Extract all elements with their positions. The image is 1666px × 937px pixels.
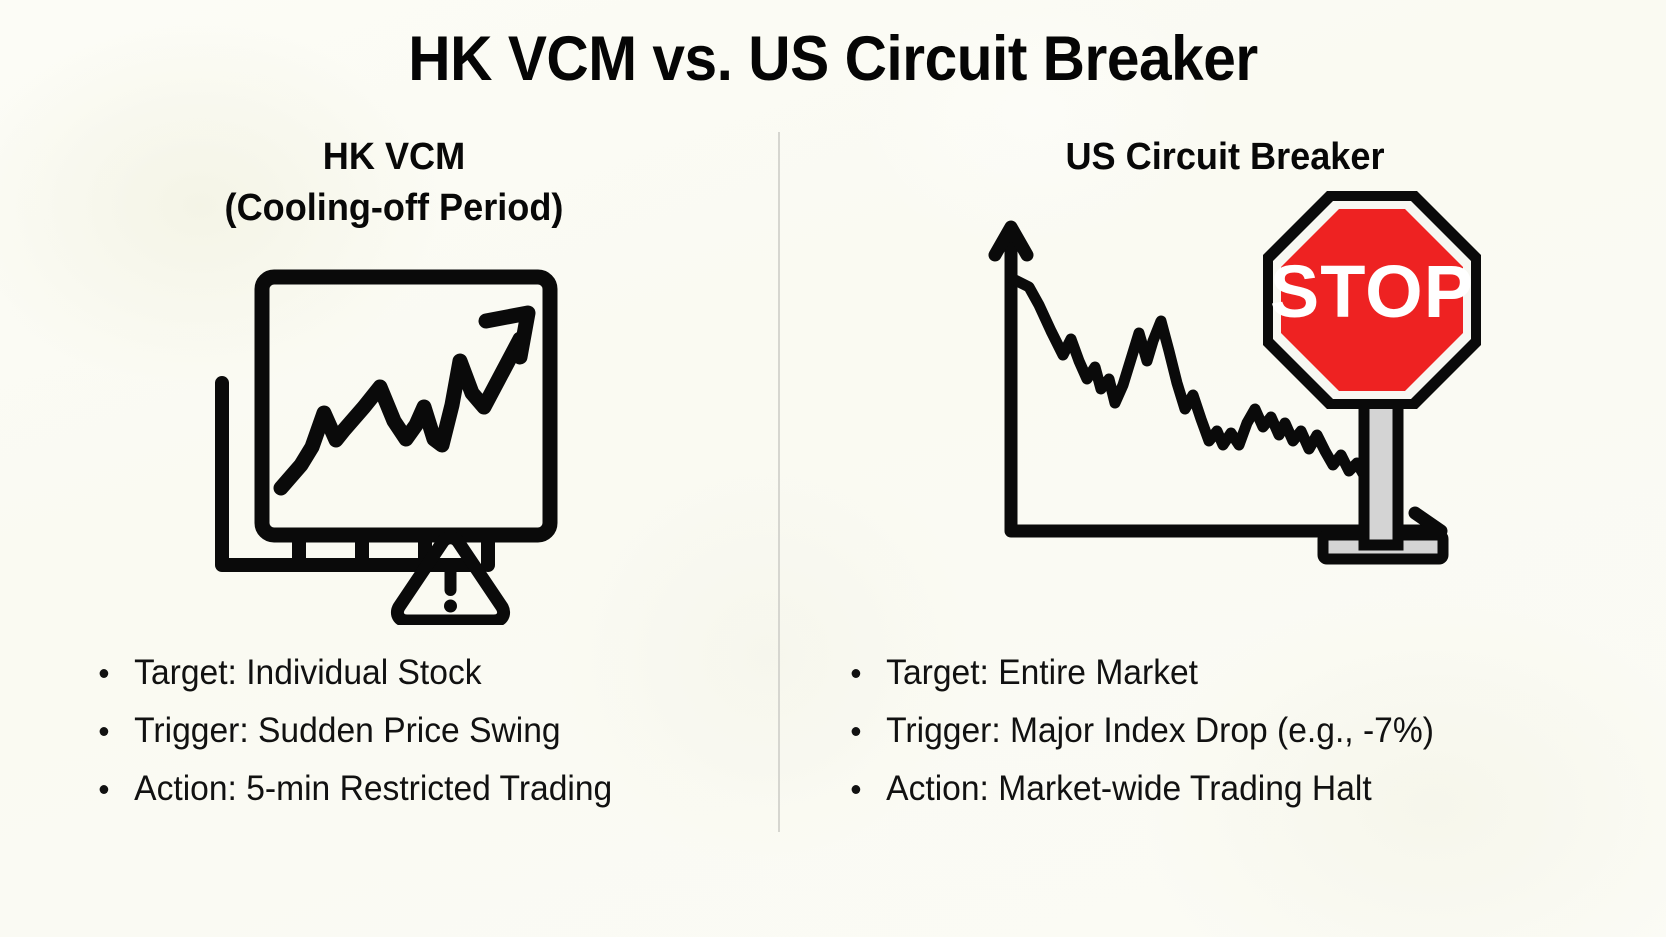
illustration-rising-stock-chart-with-warning [18,235,770,635]
list-item: Target: Entire Market [842,644,1610,702]
trend-arrow-head [478,305,536,365]
bullet-dot-icon [851,785,861,794]
stop-sign-label: STOP [1270,250,1474,333]
illustration-falling-market-chart-with-stop-sign: STOP [800,183,1650,583]
stop-sign: STOP [1263,191,1481,410]
warning-triangle-icon [390,530,511,625]
bullet-dot-icon [99,669,109,678]
bullet-dot-icon [99,727,109,736]
bullet-list-hk-vcm: Target: Individual Stock Trigger: Sudden… [90,644,750,818]
column-divider [778,132,780,832]
column-heading-line2: (Cooling-off Period) [224,187,564,230]
chart-axes [1004,228,1442,538]
y-axis-arrow-icon [988,220,1034,262]
list-item: Trigger: Sudden Price Swing [90,702,724,760]
column-heading-hk-vcm: HK VCM (Cooling-off Period) [37,132,751,235]
declining-trend-line [1007,273,1403,495]
bullet-text: Action: Market-wide Trading Halt [886,769,1372,808]
bullet-text: Target: Entire Market [886,653,1199,692]
bullet-list-us-circuit-breaker: Target: Entire Market Trigger: Major Ind… [842,644,1642,818]
bullet-dot-icon [851,669,861,678]
stop-sign-face [1281,209,1463,392]
list-item: Trigger: Major Index Drop (e.g., -7%) [842,702,1610,760]
bullet-text: Target: Individual Stock [134,653,482,692]
column-heading-us-circuit-breaker: US Circuit Breaker [821,132,1629,183]
column-heading-line1: HK VCM [322,136,466,178]
column-us-circuit-breaker: US Circuit Breaker [800,132,1650,852]
bullet-text: Trigger: Major Index Drop (e.g., -7%) [886,711,1434,750]
list-item: Action: 5-min Restricted Trading [90,760,724,818]
bullet-dot-icon [851,727,861,736]
rising-trend-line [273,331,528,496]
bullet-text: Action: 5-min Restricted Trading [134,769,613,808]
chart-frame [254,269,558,543]
column-hk-vcm: HK VCM (Cooling-off Period) [18,132,770,852]
bullet-dot-icon [99,785,109,794]
bullet-text: Trigger: Sudden Price Swing [134,711,561,750]
list-item: Target: Individual Stock [90,644,724,702]
list-item: Action: Market-wide Trading Halt [842,760,1610,818]
page-title: HK VCM vs. US Circuit Breaker [408,24,1258,94]
axis-l-shape [215,375,479,572]
column-heading-line1: US Circuit Breaker [1065,136,1385,178]
